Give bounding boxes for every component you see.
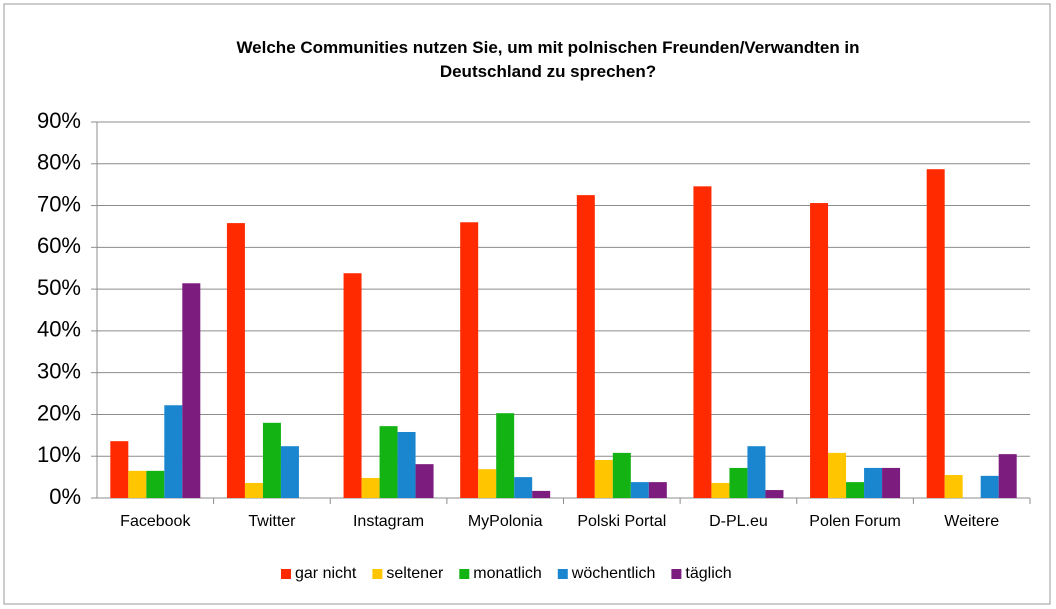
y-tick-label: 80% — [37, 150, 81, 175]
bar — [532, 490, 551, 498]
bar — [244, 482, 263, 498]
bar — [648, 482, 667, 498]
legend-label: monatlich — [473, 565, 541, 582]
bar — [146, 470, 165, 498]
bar — [765, 490, 784, 498]
y-tick-label: 40% — [37, 317, 81, 342]
y-tick-label: 10% — [37, 442, 81, 467]
bar — [361, 477, 380, 498]
legend-swatch — [372, 569, 383, 579]
x-tick-label: Polski Portal — [577, 513, 666, 530]
bar — [280, 446, 299, 498]
bar — [747, 446, 766, 498]
bar — [128, 470, 147, 498]
x-tick-label: MyPolonia — [468, 513, 543, 530]
bar — [182, 283, 201, 498]
legend-label: täglich — [685, 565, 731, 582]
bar — [397, 431, 416, 498]
bar — [846, 482, 865, 498]
bar — [415, 464, 434, 498]
x-tick-label: Facebook — [120, 513, 191, 530]
bar — [110, 441, 129, 498]
bar — [711, 482, 730, 498]
bar — [262, 422, 281, 498]
bar — [926, 169, 945, 498]
bar — [944, 475, 963, 498]
legend-swatch — [459, 569, 470, 579]
x-tick-label: Instagram — [353, 513, 424, 530]
bar — [882, 467, 901, 498]
bar — [729, 467, 748, 498]
bar — [980, 475, 999, 498]
chart-title: Welche Communities nutzen Sie, um mit po… — [236, 38, 860, 81]
bar — [864, 467, 883, 498]
x-tick-label: Weitere — [944, 513, 999, 530]
bar — [478, 469, 497, 498]
y-tick-label: 90% — [37, 108, 81, 133]
bar — [496, 413, 515, 498]
bar — [576, 195, 595, 498]
bar — [998, 454, 1017, 498]
chart-frame — [3, 3, 1051, 605]
y-tick-label: 0% — [49, 484, 81, 509]
y-tick-label: 20% — [37, 400, 81, 425]
bar — [810, 203, 829, 498]
bar — [164, 405, 183, 498]
bar — [828, 452, 847, 498]
bar — [460, 222, 479, 498]
x-tick-label: Polen Forum — [809, 513, 901, 530]
y-tick-label: 60% — [37, 233, 81, 258]
y-tick-label: 50% — [37, 275, 81, 300]
legend-swatch — [557, 569, 568, 579]
legend-swatch — [281, 569, 291, 579]
bar — [693, 186, 712, 499]
bar — [343, 273, 362, 498]
x-tick-label: D-PL.eu — [709, 513, 768, 530]
legend-label: seltener — [386, 565, 444, 582]
bar — [594, 459, 613, 498]
x-tick-label: Twitter — [248, 513, 296, 530]
legend-label: wöchentlich — [571, 565, 656, 582]
bar — [379, 426, 398, 498]
y-tick-label: 70% — [37, 191, 81, 216]
bar — [612, 452, 631, 498]
bar — [226, 223, 245, 498]
bar — [514, 477, 533, 498]
legend-swatch — [671, 569, 682, 579]
legend-label: gar nicht — [295, 565, 357, 582]
y-tick-label: 30% — [37, 358, 81, 383]
bar — [630, 482, 649, 498]
